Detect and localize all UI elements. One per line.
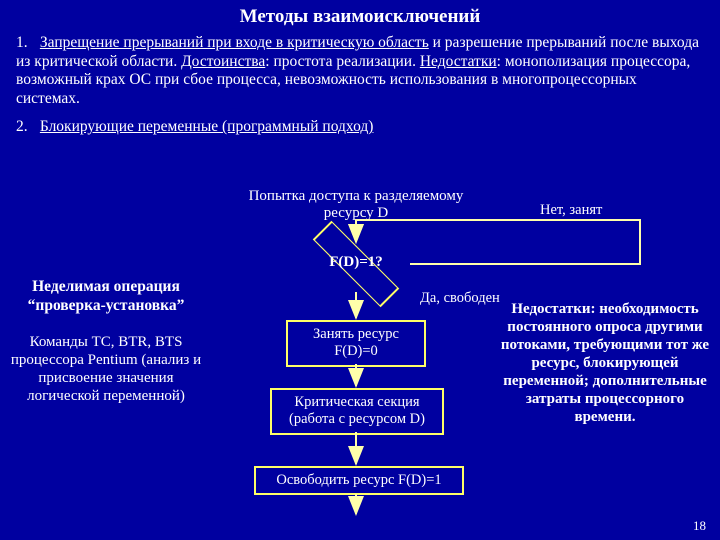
list-item-2: 2. Блокирующие переменные (программный п… bbox=[0, 112, 720, 141]
flowchart: Попытка доступа к разделяемому ресурсу D… bbox=[206, 188, 506, 518]
left-block1: Неделимая операция “проверка-установка” bbox=[8, 218, 204, 315]
flow-rect-free: Освободить ресурс F(D)=1 bbox=[254, 466, 464, 495]
r1a: Занять ресурс bbox=[313, 326, 399, 342]
flow-top-label: Попытка доступа к разделяемому ресурсу D bbox=[246, 188, 466, 223]
r2b: (работа с ресурсом D) bbox=[289, 411, 425, 427]
r1b: F(D)=0 bbox=[334, 343, 378, 359]
left-b1a: Неделимая операция bbox=[32, 278, 180, 295]
page-number: 18 bbox=[693, 518, 706, 534]
r3: Освободить ресурс F(D)=1 bbox=[276, 472, 441, 488]
r2a: Критическая секция bbox=[294, 394, 419, 410]
item2-underline1: Блокирующие переменные (программный подх… bbox=[40, 118, 374, 135]
flow-rect-occupy: Занять ресурс F(D)=0 bbox=[286, 320, 426, 367]
item1-text4: : простота реализации. bbox=[265, 53, 420, 70]
item1-underline2: Достоинства bbox=[181, 53, 265, 70]
item-number: 2. bbox=[16, 118, 36, 137]
flow-rect-critical: Критическая секция (работа с ресурсом D) bbox=[270, 388, 444, 435]
item1-underline1: Запрещение прерываний при входе в критич… bbox=[40, 34, 429, 51]
item-number: 1. bbox=[16, 34, 36, 53]
right-column: Недостатки: необходимость постоянного оп… bbox=[496, 300, 714, 426]
right-text: Недостатки: необходимость постоянного оп… bbox=[501, 301, 709, 425]
left-b1b: “проверка-установка” bbox=[28, 297, 185, 314]
flow-no-label: Нет, занят bbox=[540, 202, 602, 219]
left-column: Неделимая операция “проверка-установка” … bbox=[8, 218, 204, 405]
flow-decision: F(D)=1? bbox=[308, 240, 404, 288]
diamond-label: F(D)=1? bbox=[308, 254, 404, 271]
list-item-1: 1. Запрещение прерываний при входе в кри… bbox=[0, 32, 720, 112]
page-title: Методы взаимоисключений bbox=[0, 0, 720, 32]
left-block2: Команды TC, BTR, BTS процессора Pentium … bbox=[8, 333, 204, 405]
item1-underline3: Недостатки bbox=[420, 53, 497, 70]
flow-yes-label: Да, свободен bbox=[420, 290, 500, 307]
